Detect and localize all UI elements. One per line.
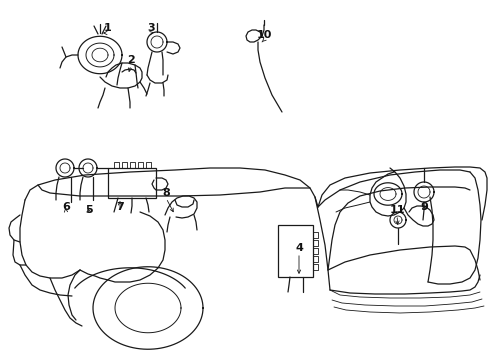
Text: 10: 10 (256, 30, 271, 40)
Text: 2: 2 (127, 55, 135, 65)
Text: 11: 11 (389, 205, 405, 215)
Text: 4: 4 (295, 243, 303, 253)
Text: 8: 8 (162, 188, 170, 198)
Text: 3: 3 (147, 23, 155, 33)
Text: 6: 6 (62, 202, 70, 212)
Text: 7: 7 (116, 202, 124, 212)
Text: 1: 1 (104, 23, 112, 33)
Bar (278, 225, 313, 277)
Text: 9: 9 (420, 202, 428, 212)
Text: 5: 5 (85, 205, 93, 215)
Bar (108, 168, 156, 198)
